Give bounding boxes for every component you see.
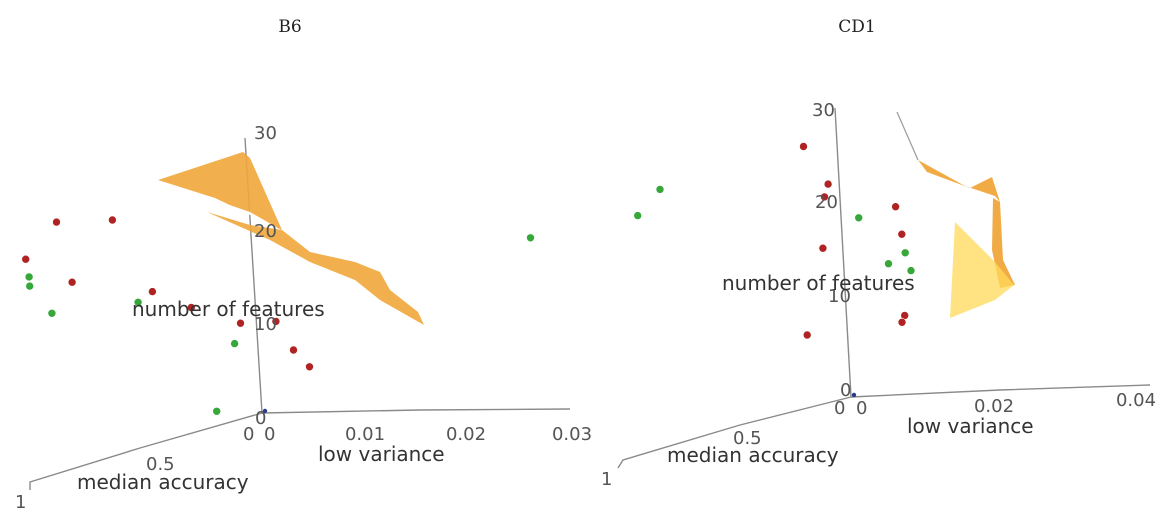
- cd1-series-1-point-5: [906, 266, 916, 275]
- cd1-y-tick-1: 1: [601, 469, 612, 490]
- b6-x-axis-label: low variance: [318, 442, 445, 466]
- cd1-x-tick-002: 0.02: [974, 396, 1014, 417]
- cd1-axis-z: [834, 107, 852, 398]
- b6-series-1-point-2: [47, 308, 57, 318]
- cd1-series-0-point-4: [897, 229, 907, 239]
- cd1-x-tick-0: 0: [856, 398, 867, 419]
- b6-series-0-point-2: [21, 254, 31, 264]
- cd1-z-axis-label: number of features: [722, 271, 915, 295]
- b6-x-tick-0: 0: [264, 424, 275, 445]
- cd1-z-tick-30: 30: [812, 100, 835, 121]
- cd1-y-tick-0: 0: [834, 398, 845, 419]
- b6-series-0-point-8: [289, 345, 298, 355]
- b6-axis-x: [261, 408, 571, 414]
- b6-series-0-point-3: [67, 277, 77, 287]
- b6-z-tick-10: 10: [254, 314, 277, 335]
- cd1-z-tick-0: 0: [840, 380, 851, 401]
- b6-axis-y: [29, 412, 263, 490]
- cd1-y-axis-label: median accuracy: [667, 443, 839, 467]
- b6-points: [21, 215, 314, 416]
- cd1-axis-x: [850, 384, 1151, 398]
- b6-series-1-point-3: [133, 297, 143, 307]
- b6-z-tick-0: 0: [255, 408, 266, 429]
- cd1-x-tick-004: 0.04: [1116, 390, 1156, 411]
- cd1-origin-marker: [851, 392, 857, 398]
- cd1-series-0-point-3: [891, 202, 900, 211]
- b6-series-0-point-0: [52, 217, 61, 227]
- cd1-series-0-point-1: [823, 179, 833, 189]
- b6-series-1-point-4: [230, 339, 239, 348]
- b6-series-0-point-5: [187, 303, 196, 312]
- cd1-z-tick-10: 10: [828, 286, 851, 307]
- b6-z-tick-30: 30: [254, 123, 277, 144]
- cd1-hull-upper: [918, 160, 1000, 202]
- cd1-axis-y: [617, 396, 852, 469]
- b6-x-tick-003: 0.03: [552, 424, 592, 445]
- cd1-series-1-point-3: [854, 213, 864, 223]
- b6-z-tick-20: 20: [254, 221, 277, 242]
- cd1-trace-line: [896, 111, 919, 161]
- b6-series-1-point-5: [212, 406, 221, 416]
- cd1-series-1-point-6: [900, 248, 910, 258]
- b6-y-tick-0: 0: [243, 424, 254, 445]
- panel-cd1-title: CD1: [838, 17, 875, 37]
- cd1-z-tick-20: 20: [815, 192, 838, 213]
- cd1-series-1-point-2: [633, 211, 643, 220]
- b6-series-0-point-1: [108, 215, 117, 225]
- b6-x-tick-002: 0.02: [446, 424, 486, 445]
- b6-y-axis-label: median accuracy: [77, 470, 249, 494]
- cd1-series-0-point-2: [820, 192, 829, 202]
- b6-series-1-point-1: [25, 281, 35, 291]
- panel-cd1: CD1 30 20 10 0 0 0.02 0.04 0 0.5 1 numbe…: [526, 17, 1156, 490]
- b6-series-0-point-4: [148, 287, 157, 296]
- cd1-series-0-point-7: [897, 317, 907, 327]
- b6-hull-upper: [158, 152, 282, 230]
- b6-y-tick-05: 0.5: [146, 454, 175, 475]
- cd1-series-1-point-1: [526, 233, 535, 243]
- cd1-points: [526, 142, 916, 398]
- panel-b6-title: B6: [278, 17, 301, 37]
- b6-series-0-point-6: [236, 318, 245, 328]
- cd1-series-0-point-5: [818, 243, 828, 253]
- b6-y-tick-1: 1: [15, 492, 26, 513]
- b6-z-axis-label: number of features: [132, 297, 325, 321]
- cd1-series-1-point-4: [884, 259, 893, 269]
- b6-series-1-point-0: [24, 272, 34, 282]
- b6-x-tick-001: 0.01: [345, 424, 385, 445]
- cd1-hull-lower: [950, 222, 1014, 318]
- b6-series-0-point-7: [271, 317, 281, 326]
- cd1-series-0-point-8: [802, 330, 812, 340]
- cd1-series-0-point-0: [799, 142, 808, 151]
- cd1-series-1-point-0: [655, 185, 665, 194]
- b6-series-0-point-9: [305, 362, 314, 372]
- cd1-x-axis-label: low variance: [907, 414, 1034, 438]
- cd1-y-tick-05: 0.5: [733, 428, 762, 449]
- panel-b6: B6 30 20 10 0 0 0.01 0.02 0.03 0 0.5 1 n…: [15, 17, 592, 513]
- b6-origin-marker: [262, 408, 268, 414]
